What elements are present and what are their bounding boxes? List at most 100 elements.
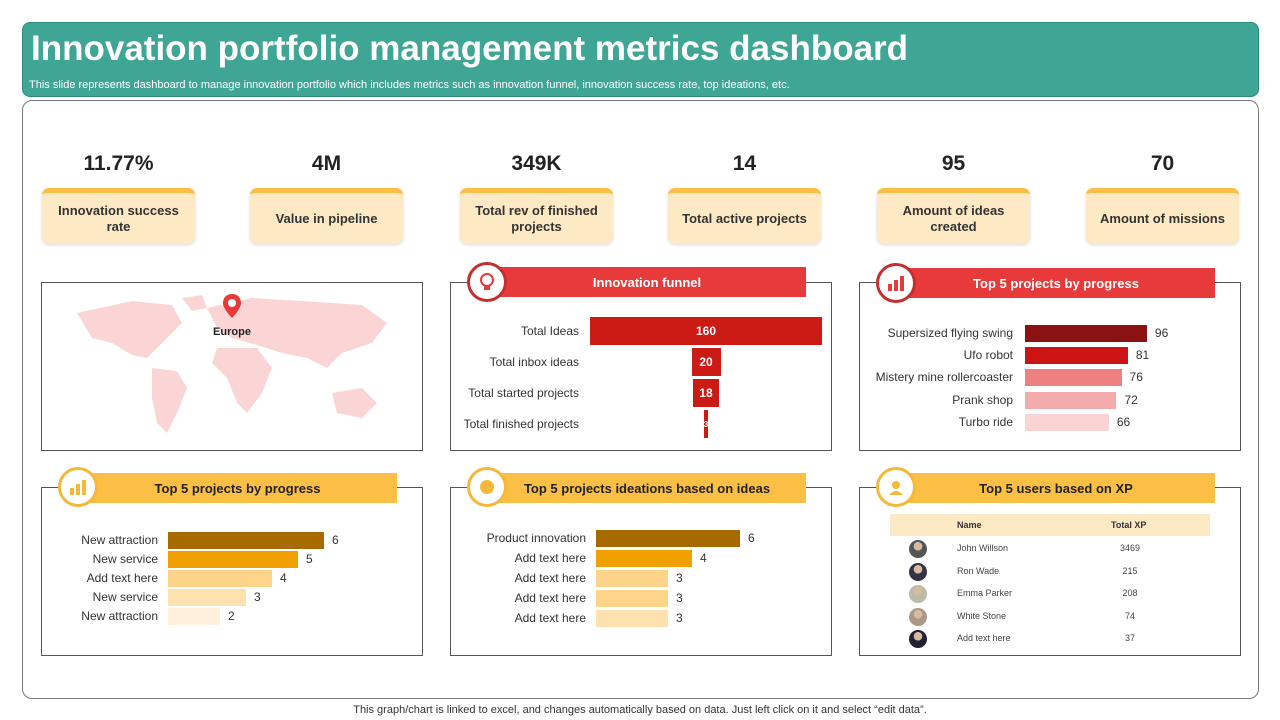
bar-value: 5: [306, 552, 313, 566]
page-title: Innovation portfolio management metrics …: [31, 29, 909, 68]
bar-label: Add text here: [514, 591, 586, 605]
bar: [596, 590, 668, 607]
innovation-funnel-title: Innovation funnel: [488, 267, 806, 297]
user-name: Emma Parker: [957, 588, 1013, 598]
title-banner: Innovation portfolio management metrics …: [22, 22, 1259, 97]
bar-label: Add text here: [514, 551, 586, 565]
top-ideations-title: Top 5 projects ideations based on ideas: [488, 473, 806, 503]
bar: [168, 589, 246, 606]
kpi-value: 14: [732, 152, 757, 175]
bar: [596, 610, 668, 627]
chart-icon: [876, 263, 916, 303]
innovation-funnel-panel: Total Ideas 160 Total inbox ideas 20 Total s…: [450, 282, 832, 451]
user-name: John Willson: [957, 543, 1009, 553]
bar-label: Add text here: [514, 611, 586, 625]
bar: [168, 532, 324, 549]
world-map-panel: Europe: [41, 282, 423, 451]
avatar: [909, 630, 927, 648]
avatar: [909, 562, 927, 581]
bar-label: Product innovation: [486, 531, 586, 545]
world-map: [77, 295, 387, 433]
top-users-title: Top 5 users based on XP: [897, 473, 1215, 503]
bar-label: Mistery mine rollercoaster: [875, 370, 1013, 385]
bar-label: New attraction: [81, 609, 158, 623]
bar: [596, 550, 692, 567]
bar-value: 3: [676, 611, 683, 625]
bar-label: Ufo robot: [963, 348, 1013, 363]
bar-value: 66: [1116, 414, 1131, 429]
user-name: Add text here: [957, 633, 1011, 643]
lightbulb-icon: [467, 262, 507, 302]
kpi-value: 95: [941, 152, 966, 175]
bar-value: 3: [676, 591, 683, 605]
avatar: [909, 585, 927, 603]
user-xp: 215: [1122, 565, 1138, 576]
funnel-label: Total started projects: [468, 386, 579, 400]
bar-label: Turbo ride: [958, 414, 1013, 429]
bar-label: Supersized flying swing: [887, 326, 1013, 340]
user-name: Ron Wade: [957, 565, 1000, 576]
kpi-card: Total active projects: [668, 188, 821, 244]
bar-value: 2: [228, 609, 235, 623]
bar: [1025, 369, 1122, 387]
footer-note: This graph/chart is linked to excel, and…: [353, 704, 927, 716]
bar-value: 3: [254, 590, 261, 604]
bar: [1025, 325, 1147, 342]
table-header: Name Total XP: [890, 514, 1210, 536]
bar: [168, 570, 272, 587]
avatar: [909, 607, 927, 626]
user-name: White Stone: [957, 610, 1007, 621]
bar-label: New service: [92, 590, 158, 604]
map-marker-label: Europe: [213, 326, 251, 338]
column-header-name: Name: [957, 520, 982, 530]
funnel-bar: 18: [692, 379, 720, 407]
top-ideations-panel: Product innovation 6 Add text here 4 Add tex…: [450, 487, 832, 656]
kpi-card: Amount of missions: [1086, 188, 1239, 244]
column-header-xp: Total XP: [1111, 520, 1147, 530]
bar-label: Prank shop: [952, 392, 1013, 407]
kpi-card: Value in pipeline: [250, 188, 403, 244]
kpi-card: Amount of ideas created: [877, 188, 1030, 244]
funnel-bar: 160: [590, 317, 822, 345]
bar-value: 72: [1124, 392, 1138, 407]
kpi-value: 70: [1150, 152, 1175, 175]
top-projects-progress-title-2: Top 5 projects by progress: [78, 473, 397, 503]
top-users-panel: Name Total XP John Willson 3469 Ron Wade 21…: [859, 487, 1241, 656]
funnel-bar: 3: [704, 410, 708, 438]
user-xp: 37: [1124, 633, 1135, 643]
users-network-icon: [876, 467, 916, 507]
kpi-card: Total rev of finished projects: [460, 188, 613, 244]
page-subtitle: This slide represents dashboard to manag…: [29, 79, 790, 91]
bar: [1025, 391, 1117, 409]
bar-value: 4: [700, 551, 707, 565]
bar: [596, 570, 668, 587]
funnel-label: Total finished projects: [463, 417, 579, 431]
bar: [168, 551, 298, 568]
bar: [596, 530, 740, 547]
chart-icon: [58, 467, 98, 507]
funnel-label: Total inbox ideas: [489, 355, 579, 369]
bar-value: 4: [280, 571, 287, 585]
bar: [1025, 347, 1128, 365]
bar-label: Add text here: [86, 571, 158, 585]
bar-label: Add text here: [514, 571, 586, 585]
bar: [1025, 413, 1109, 431]
bar-label: New service: [92, 552, 158, 566]
bar: [168, 608, 220, 625]
dashboard-panel: [22, 100, 1259, 699]
bar-value: 96: [1154, 326, 1169, 340]
bar-value: 6: [748, 531, 755, 545]
funnel-bar: 20: [691, 348, 721, 376]
avatar: [909, 540, 927, 558]
location-pin-icon: [222, 293, 242, 319]
bar-value: 81: [1135, 348, 1150, 363]
kpi-card: Innovation success rate: [42, 188, 195, 244]
user-xp: 3469: [1119, 543, 1141, 553]
user-xp: 208: [1122, 588, 1138, 598]
ideas-icon: [467, 467, 507, 507]
top-projects-progress-title: Top 5 projects by progress: [897, 268, 1215, 298]
top-projects-progress-panel-2: New attraction 6 New service 5 Add text here…: [41, 487, 423, 656]
top-projects-progress-panel: Supersized flying swing 96 Ufo robot 81 Mist…: [859, 282, 1241, 451]
funnel-label: Total Ideas: [520, 324, 579, 338]
kpi-value: 349K: [511, 152, 562, 175]
